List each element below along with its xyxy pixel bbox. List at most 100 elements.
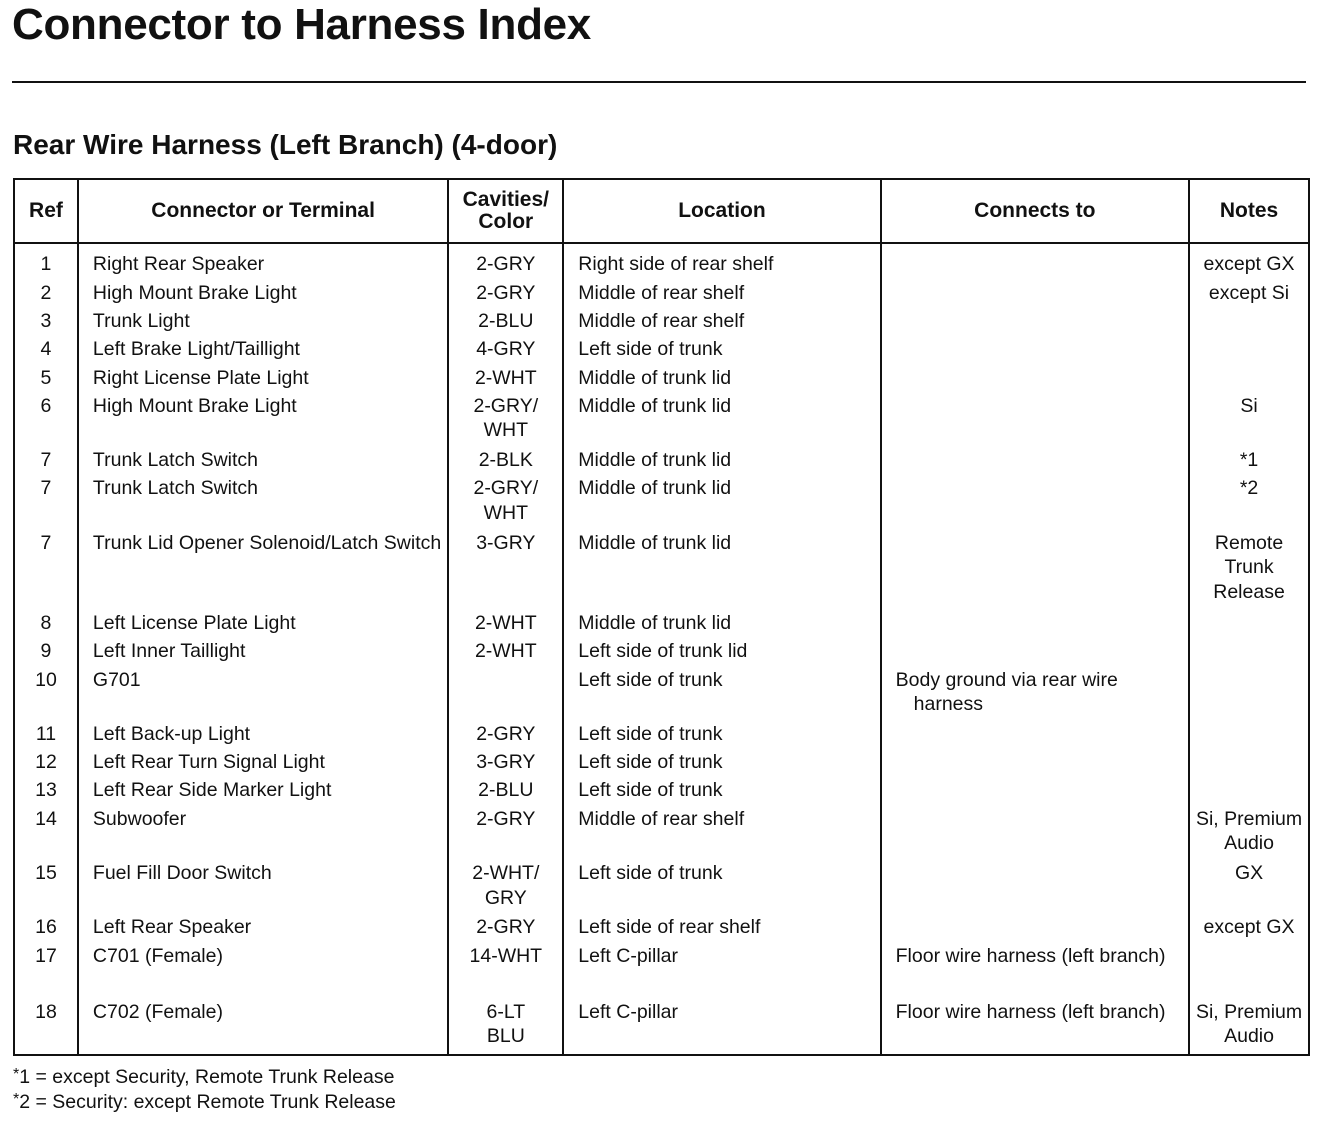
col-location: Location	[562, 178, 882, 244]
connector-cell: C701 (Female)	[76, 943, 450, 1000]
footnote-2: *2 = Security: except Remote Trunk Relea…	[13, 1091, 396, 1114]
ref-cell: 16	[13, 915, 79, 944]
notes-cell	[1188, 309, 1310, 338]
notes-cell	[1188, 667, 1310, 722]
notes-cell: except Si	[1188, 280, 1310, 310]
col-notes: Notes	[1188, 178, 1310, 244]
connector-cell: Left Brake Light/Taillight	[76, 337, 450, 366]
color-cell	[447, 667, 565, 722]
table-row: 16 Left Rear Speaker 2-GRY Left side of rea…	[13, 915, 1310, 944]
connects-cell	[879, 530, 1191, 612]
location-cell: Left side of trunk	[562, 721, 882, 751]
notes-cell: except GX	[1188, 243, 1310, 281]
notes-cell: except GX	[1188, 915, 1310, 944]
connects-cell: Body ground via rear wire harness	[879, 667, 1191, 722]
footnote-text: 1 = except Security, Remote Trunk Releas…	[19, 1066, 395, 1088]
connector-cell: G701	[76, 667, 450, 722]
color-cell: 6-LT BLU	[447, 999, 565, 1055]
table-row: 4 Left Brake Light/Taillight 4-GRY Left sid…	[13, 337, 1310, 366]
table-row: 2 High Mount Brake Light 2-GRY Middle of re…	[13, 280, 1310, 310]
location-cell: Left side of trunk	[562, 337, 882, 366]
location-cell: Left side of trunk lid	[562, 639, 882, 668]
color-cell: 2-BLU	[447, 778, 565, 807]
connects-cell: Floor wire harness (left branch)	[879, 999, 1191, 1055]
color-cell: 3-GRY	[447, 750, 565, 779]
connects-cell	[879, 448, 1191, 477]
connector-cell: Left Inner Taillight	[76, 639, 450, 668]
ref-cell: 17	[13, 943, 79, 1000]
color-cell: 2-WHT	[447, 639, 565, 668]
connector-cell: Left Back-up Light	[76, 721, 450, 751]
footnote-mark: *	[13, 1066, 20, 1083]
color-cell: 2-WHT/ GRY	[447, 861, 565, 916]
col-color: Cavities/ Color	[447, 178, 565, 244]
location-cell: Left side of trunk	[562, 750, 882, 779]
connector-table: Ref Connector or Terminal Cavities/ Colo…	[13, 178, 1310, 1056]
connects-cell	[879, 861, 1191, 916]
color-cell: 4-GRY	[447, 337, 565, 366]
ref-cell: 1	[13, 243, 79, 281]
connects-cell	[879, 750, 1191, 779]
color-cell: 2-GRY/ WHT	[447, 476, 565, 531]
connector-cell: Trunk Lid Opener Solenoid/Latch Switch	[76, 530, 450, 612]
connects-cell	[879, 365, 1191, 394]
color-cell: 2-BLK	[447, 448, 565, 477]
location-cell: Left side of rear shelf	[562, 915, 882, 944]
notes-cell: *2	[1188, 476, 1310, 531]
connects-cell: Floor wire harness (left branch)	[879, 943, 1191, 1000]
connector-cell: Right Rear Speaker	[76, 243, 450, 281]
color-cell: 2-GRY	[447, 806, 565, 861]
notes-cell: Si, Premium Audio	[1188, 999, 1310, 1055]
table-row: 11 Left Back-up Light 2-GRY Left side of tr…	[13, 721, 1310, 751]
connects-cell	[879, 393, 1191, 449]
notes-cell: *1	[1188, 448, 1310, 477]
footnote-mark: *	[13, 1091, 20, 1108]
table-row: 7 Trunk Latch Switch 2-BLK Middle of trunk …	[13, 448, 1310, 477]
connects-cell	[879, 915, 1191, 944]
notes-cell: Remote Trunk Release	[1188, 530, 1310, 612]
table-row: 7 Trunk Latch Switch 2-GRY/ WHT Middle of t…	[13, 476, 1310, 531]
color-cell: 3-GRY	[447, 530, 565, 612]
notes-cell	[1188, 639, 1310, 668]
col-ref: Ref	[13, 178, 79, 244]
ref-cell: 7	[13, 530, 79, 612]
connector-cell: Right License Plate Light	[76, 365, 450, 394]
ref-cell: 11	[13, 721, 79, 751]
connects-cell	[879, 280, 1191, 310]
color-cell: 2-GRY	[447, 243, 565, 281]
connector-cell: Left License Plate Light	[76, 611, 450, 640]
location-cell: Middle of trunk lid	[562, 365, 882, 394]
table-row: 17 C701 (Female) 14-WHT Left C-pillar Floor …	[13, 943, 1310, 1000]
connector-cell: Trunk Latch Switch	[76, 448, 450, 477]
connects-cell	[879, 337, 1191, 366]
ref-cell: 8	[13, 611, 79, 640]
connects-cell	[879, 639, 1191, 668]
table-row: 10 G701 Left side of trunk Body ground via …	[13, 667, 1310, 722]
table-row: 5 Right License Plate Light 2-WHT Middle of…	[13, 365, 1310, 394]
connector-cell: High Mount Brake Light	[76, 393, 450, 449]
ref-cell: 13	[13, 778, 79, 807]
location-cell: Left C-pillar	[562, 943, 882, 1000]
table-row: 18 C702 (Female) 6-LT BLU Left C-pillar Floo…	[13, 999, 1310, 1055]
table-row: 8 Left License Plate Light 2-WHT Middle of …	[13, 611, 1310, 640]
footnote-text: 2 = Security: except Remote Trunk Releas…	[19, 1091, 396, 1113]
section-title: Rear Wire Harness (Left Branch) (4-door)	[13, 129, 558, 160]
connector-cell: Fuel Fill Door Switch	[76, 861, 450, 916]
notes-cell: Si, Premium Audio	[1188, 806, 1310, 861]
location-cell: Right side of rear shelf	[562, 243, 882, 281]
connector-cell: Left Rear Speaker	[76, 915, 450, 944]
title-divider	[12, 81, 1306, 83]
ref-cell: 18	[13, 999, 79, 1055]
ref-cell: 15	[13, 861, 79, 916]
table-row: 9 Left Inner Taillight 2-WHT Left side of t…	[13, 639, 1310, 668]
connector-cell: Trunk Latch Switch	[76, 476, 450, 531]
notes-cell	[1188, 337, 1310, 366]
table-row: 13 Left Rear Side Marker Light 2-BLU Left s…	[13, 778, 1310, 807]
connects-cell	[879, 806, 1191, 861]
color-cell: 2-GRY	[447, 915, 565, 944]
location-cell: Middle of trunk lid	[562, 476, 882, 531]
footnote-1: *1 = except Security, Remote Trunk Relea…	[13, 1066, 394, 1089]
connects-cell	[879, 611, 1191, 640]
notes-cell	[1188, 365, 1310, 394]
color-cell: 14-WHT	[447, 943, 565, 1000]
